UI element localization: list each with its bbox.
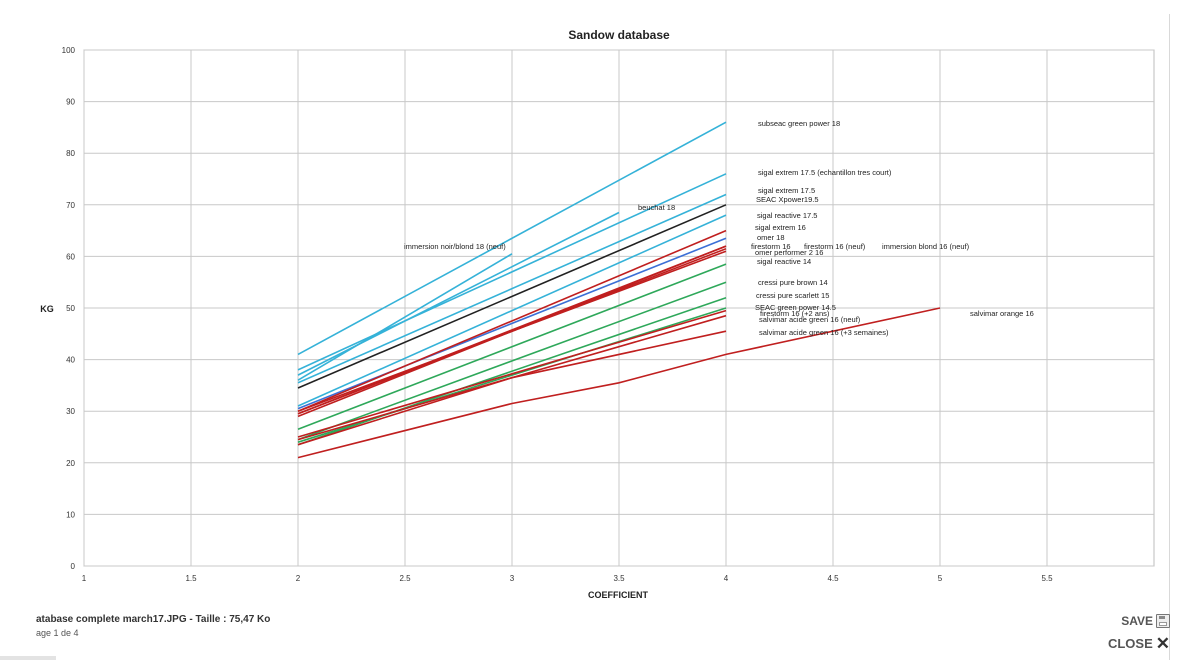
close-label: CLOSE (1107, 636, 1153, 651)
series-line (297, 250, 727, 412)
save-button[interactable]: SAVE (1121, 614, 1170, 628)
x-axis-label: COEFFICIENT (588, 590, 649, 600)
series-label: firestorm 16 (751, 242, 791, 251)
series-line (297, 121, 727, 356)
series-label: firestorm 16 (+2 ans) (760, 309, 830, 318)
floppy-disk-icon (1156, 614, 1170, 628)
y-tick-label: 90 (66, 98, 75, 107)
series-label: omer performer 2 16 (755, 248, 823, 257)
series-line (297, 204, 727, 389)
series-label: cressi pure scarlett 15 (756, 291, 829, 300)
x-tick-label: 2 (296, 574, 301, 583)
series-label: cressi pure brown 14 (758, 278, 828, 287)
series-label: omer 18 (757, 233, 785, 242)
series-line (297, 330, 727, 446)
corner-tab (0, 656, 56, 660)
x-tick-label: 3 (510, 574, 515, 583)
series-label: SEAC Xpower19.5 (756, 195, 819, 204)
x-tick-label: 3.5 (613, 574, 625, 583)
series-line (297, 229, 727, 412)
x-tick-label: 5 (938, 574, 943, 583)
series-line (297, 307, 941, 459)
series-label: salvimar acide green 16 (neuf) (759, 315, 861, 324)
series-label: immersion noir/blond 18 (neuf) (404, 242, 506, 251)
series-line (297, 253, 513, 381)
series-line (297, 214, 727, 407)
x-tick-label: 1.5 (185, 574, 197, 583)
chart-title: Sandow database (568, 28, 670, 42)
save-label: SAVE (1121, 614, 1153, 628)
close-x-icon: ✕ (1155, 633, 1170, 653)
y-axis-label: KG (40, 304, 54, 314)
y-tick-label: 30 (66, 407, 75, 416)
series-label: beuchat 18 (638, 203, 675, 212)
series-label: salvimar acide green 16 (+3 semaines) (759, 328, 889, 337)
y-tick-label: 50 (66, 304, 75, 313)
series-label: sigal extrem 16 (755, 223, 806, 232)
x-tick-label: 5.5 (1041, 574, 1053, 583)
series-label: immersion blond 16 (neuf) (882, 242, 970, 251)
series-label: sigal reactive 14 (757, 257, 811, 266)
y-tick-label: 100 (62, 46, 76, 55)
x-tick-label: 2.5 (399, 574, 411, 583)
y-tick-label: 10 (66, 510, 75, 519)
series-line (297, 263, 727, 431)
series-label: SEAC green power 14.5 (755, 303, 836, 312)
y-tick-label: 60 (66, 252, 75, 261)
y-tick-label: 80 (66, 149, 75, 158)
series-label: sigal extrem 17.5 (758, 186, 815, 195)
series-line (297, 237, 727, 410)
series-label: salvimar orange 16 (970, 309, 1034, 318)
series-label: sigal reactive 17.5 (757, 211, 817, 220)
x-tick-label: 4 (724, 574, 729, 583)
y-tick-label: 40 (66, 356, 75, 365)
series-line (297, 193, 727, 384)
series-label: subseac green power 18 (758, 119, 840, 128)
y-tick-label: 20 (66, 459, 75, 468)
series-line (297, 281, 727, 441)
y-tick-label: 0 (71, 562, 76, 571)
x-tick-label: 4.5 (827, 574, 839, 583)
viewer-divider (1169, 14, 1170, 660)
series-label: firestorm 16 (neuf) (804, 242, 866, 251)
series-label: sigal extrem 17.5 (echantillon tres cour… (758, 168, 892, 177)
x-tick-label: 1 (82, 574, 87, 583)
close-button[interactable]: CLOSE ✕ (1107, 633, 1170, 653)
series-line (297, 309, 727, 438)
file-title: atabase complete march17.JPG - Taille : … (36, 614, 271, 625)
series-line (297, 307, 727, 443)
chart: 0 10 20 30 40 50 60 70 80 90 100 1 1.5 2 2.5 3 3.5 4 4.5 5 5… (40, 28, 1155, 600)
y-tick-label: 70 (66, 201, 75, 210)
page-indicator: age 1 de 4 (36, 628, 79, 638)
